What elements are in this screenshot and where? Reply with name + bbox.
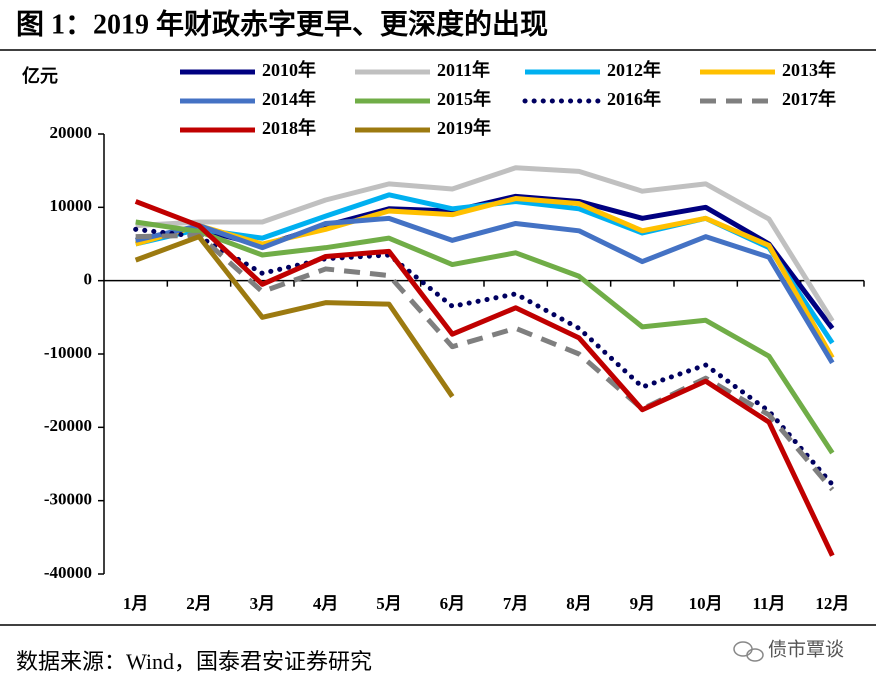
x-tick-label: 12月	[815, 594, 849, 613]
series-line	[133, 226, 835, 488]
legend-label: 2010年	[262, 59, 316, 80]
legend-label: 2017年	[782, 88, 836, 109]
x-tick-label: 1月	[123, 594, 149, 613]
x-tick-label: 9月	[630, 594, 656, 613]
series-line	[134, 196, 835, 359]
x-tick-label: 11月	[752, 594, 785, 613]
series-line	[135, 232, 835, 492]
y-axis-label: 亿元	[22, 65, 58, 86]
x-tick-label: 2月	[186, 594, 212, 613]
x-tick-label: 5月	[376, 594, 402, 613]
legend-label: 2015年	[437, 88, 491, 109]
x-tick-label: 8月	[566, 594, 592, 613]
legend-label: 2018年	[262, 117, 316, 138]
legend-label: 2014年	[262, 88, 316, 109]
chart-title: 图 1：2019 年财政赤字更早、更深度的出现	[16, 7, 548, 40]
legend-label: 2019年	[437, 117, 491, 138]
x-tick-label: 7月	[503, 594, 529, 613]
series-line	[135, 165, 835, 323]
y-tick-label: 0	[84, 270, 93, 289]
x-tick-label: 10月	[689, 594, 723, 613]
y-tick-label: 10000	[50, 196, 93, 215]
source: 数据来源：Wind，国泰君安证券研究	[16, 649, 372, 674]
y-tick-label: -40000	[44, 563, 92, 582]
series-line	[134, 199, 835, 557]
x-tick-label: 6月	[440, 594, 466, 613]
series-line	[135, 219, 835, 455]
x-tick-label: 3月	[250, 594, 276, 613]
legend-label: 2011年	[437, 59, 490, 80]
watermark: 债市覃谈	[768, 638, 844, 660]
y-tick-label: 20000	[50, 123, 93, 142]
series-line	[135, 215, 835, 365]
legend-label: 2013年	[782, 59, 836, 80]
legend-label: 2016年	[607, 88, 661, 109]
x-tick-label: 4月	[313, 594, 339, 613]
watermark-icon	[733, 641, 764, 662]
y-tick-label: -10000	[44, 343, 92, 362]
legend-label: 2012年	[607, 59, 661, 80]
y-tick-label: -30000	[44, 490, 92, 509]
y-tick-label: -20000	[44, 416, 92, 435]
series-line	[134, 234, 455, 398]
